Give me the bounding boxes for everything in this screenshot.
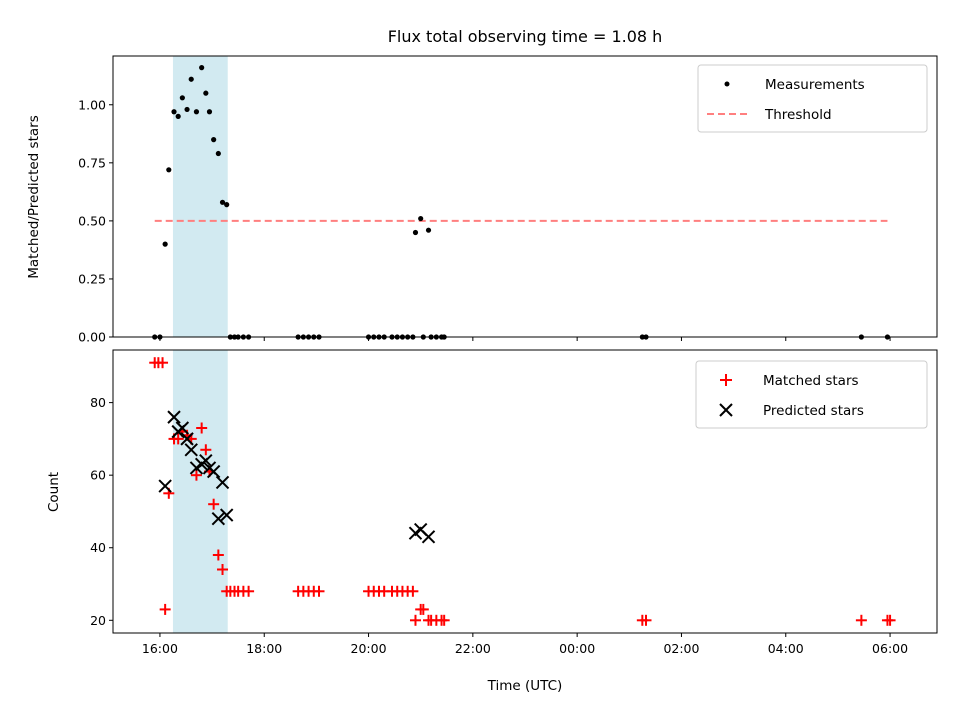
top-y-ticks: 0.00 0.25 0.50 0.75 1.00: [78, 97, 113, 345]
matched-star-point: [200, 444, 212, 456]
shaded-span: [172, 350, 228, 633]
bottom-y-tick-label: 40: [90, 540, 106, 555]
top-points-layer: [152, 65, 891, 340]
measurement-point: [412, 229, 419, 236]
top-y-tick-label: 0.25: [78, 271, 106, 286]
predicted-star-point: [158, 479, 172, 493]
bottom-y-axis-label: Count: [46, 472, 62, 512]
matched-star-point: [208, 498, 220, 510]
measurement-point: [166, 167, 172, 173]
predicted-star-point: [206, 464, 221, 479]
measurement-point: [425, 227, 432, 233]
chart-title: Flux total observing time = 1.08 h: [388, 27, 663, 46]
bottom-y-tick-label: 60: [90, 468, 106, 483]
bottom-y-tick-label: 80: [90, 395, 106, 410]
measurement-point: [211, 137, 217, 143]
matched-star-point: [409, 614, 421, 626]
matched-star-point: [243, 585, 255, 597]
bottom-y-tick-label: 20: [90, 613, 106, 628]
legend-measurements-label: Measurements: [765, 77, 865, 93]
matched-star-point: [407, 585, 419, 597]
predicted-star-point: [180, 432, 194, 446]
matched-star-point: [884, 614, 896, 626]
x-tick-label: 06:00: [872, 641, 908, 656]
bottom-x-ticks: 16:00 18:00 20:00 22:00 00:00 02:00 04:00 06:00: [142, 633, 908, 656]
matched-star-point: [417, 603, 429, 615]
x-tick-label: 02:00: [663, 641, 699, 656]
matched-star-point: [190, 469, 202, 481]
top-axes: 0.00 0.25 0.50 0.75 1.00 Matched/Predicted s…: [26, 55, 938, 345]
top-y-tick-label: 0.75: [78, 155, 106, 170]
top-y-axis-label: Matched/Predicted stars: [26, 115, 42, 278]
top-y-tick-label: 0.00: [78, 330, 106, 345]
x-axis-label: Time (UTC): [487, 678, 563, 694]
predicted-star-point: [167, 410, 181, 424]
matched-star-point: [313, 585, 325, 597]
matched-star-point: [172, 433, 184, 445]
bottom-axes-frame: [112, 349, 938, 634]
legend-matched-marker: [720, 374, 732, 386]
top-y-tick-label: 1.00: [78, 97, 106, 112]
top-x-ticks: [159, 337, 891, 341]
bottom-legend-box: [695, 360, 928, 429]
legend-threshold-label: Threshold: [764, 107, 832, 123]
top-y-tick-label: 0.50: [78, 213, 106, 228]
matched-star-point: [157, 357, 169, 369]
measurement-point: [193, 109, 200, 115]
predicted-star-point: [184, 443, 198, 457]
predicted-star-point: [421, 530, 436, 544]
top-legend-box: [697, 64, 928, 133]
measurement-point: [219, 199, 226, 205]
measurement-point: [203, 90, 209, 96]
matched-star-point: [212, 549, 224, 561]
top-axes-frame: [112, 55, 938, 338]
legend-predicted-label: Predicted stars: [763, 403, 864, 419]
x-tick-label: 20:00: [351, 641, 387, 656]
x-tick-label: 04:00: [768, 641, 804, 656]
matched-star-point: [217, 564, 229, 576]
measurement-point: [215, 150, 221, 157]
measurement-point: [171, 109, 177, 115]
measurement-point: [188, 76, 194, 82]
x-tick-label: 18:00: [246, 641, 282, 656]
bottom-legend: Matched stars Predicted stars: [695, 360, 928, 429]
legend-predicted-marker: [719, 403, 733, 417]
matched-star-point: [640, 614, 652, 626]
predicted-star-point: [199, 453, 213, 468]
top-legend: Measurements Threshold: [697, 64, 928, 133]
bottom-y-ticks: 20 40 60 80: [90, 395, 113, 628]
measurement-point: [175, 113, 181, 119]
x-tick-label: 00:00: [559, 641, 595, 656]
bottom-axes: 20 40 60 80 16:00 18:00 20:00 22:00 00:00 02:00 0…: [46, 349, 938, 694]
measurement-point: [418, 215, 424, 222]
predicted-star-point: [175, 421, 190, 435]
predicted-star-point: [211, 512, 226, 526]
x-tick-label: 16:00: [142, 641, 178, 656]
matched-star-point: [159, 603, 171, 615]
measurement-point: [179, 95, 185, 101]
measurement-point: [206, 109, 213, 115]
measurement-point: [199, 65, 205, 71]
measurement-point: [224, 202, 230, 208]
measurement-point: [184, 106, 190, 113]
matched-star-point: [438, 614, 450, 626]
legend-matched-label: Matched stars: [763, 373, 859, 389]
x-tick-label: 22:00: [455, 641, 491, 656]
matched-star-point: [855, 614, 867, 626]
shaded-span: [172, 56, 228, 337]
predicted-star-point: [215, 475, 230, 490]
bottom-shaded-span-layer: [172, 350, 228, 633]
matched-star-point: [196, 422, 208, 434]
bottom-predicted-layer: [158, 410, 436, 544]
top-shaded-span-layer: [172, 56, 228, 337]
legend-measurements-marker: [724, 81, 730, 87]
predicted-star-point: [219, 508, 234, 522]
measurement-point: [162, 241, 168, 247]
